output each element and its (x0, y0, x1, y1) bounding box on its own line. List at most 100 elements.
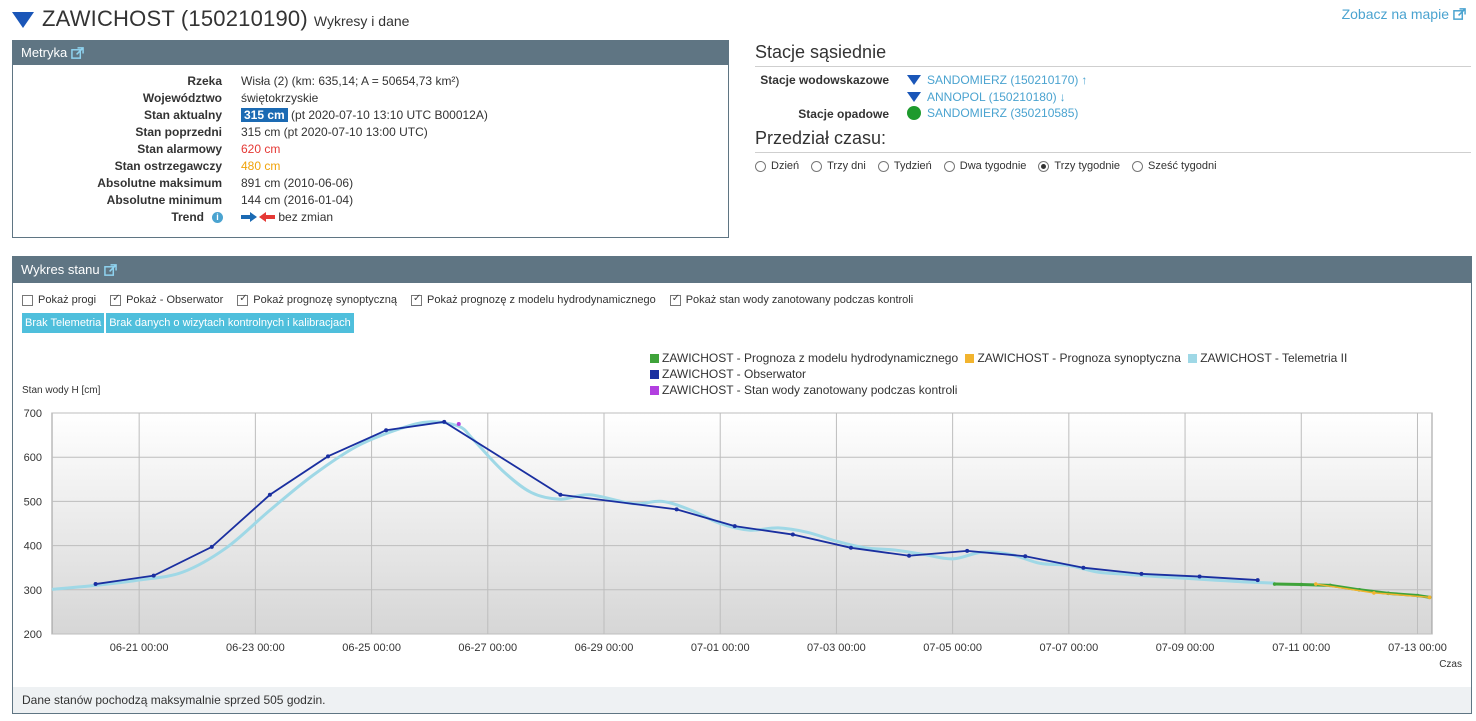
legend-label: ZAWICHOST - Prognoza z modelu hydrodynam… (662, 351, 959, 365)
data-age-footer: Dane stanów pochodzą maksymalnie sprzed … (13, 687, 1471, 713)
radio-label: Sześć tygodni (1148, 160, 1217, 172)
checkbox-show-thresholds[interactable]: Pokaż progi (22, 294, 96, 306)
external-link-icon[interactable] (71, 46, 85, 60)
legend-swatch (650, 369, 659, 379)
checkbox-checked[interactable] (110, 293, 122, 306)
metryka-row-abs-min: Absolutne minimum 144 cm (2016-01-04) (13, 193, 728, 210)
row-label: Stan alarmowy (137, 142, 222, 156)
legend-label: ZAWICHOST - Telemetria II (1200, 351, 1348, 365)
arrow-up-icon: ↑ (1081, 73, 1088, 87)
radio-label: Dwa tygodnie (959, 160, 1027, 172)
row-value: Wisła (2) (km: 635,14; A = 50654,73 km²) (241, 74, 460, 88)
row-value: 620 cm (241, 142, 281, 156)
row-label: Rzeka (187, 74, 222, 88)
legend-label: ZAWICHOST - Stan wody zanotowany podczas… (662, 383, 958, 397)
checkbox-label: Pokaż prognozę synoptyczną (253, 294, 397, 306)
radio-szesc-tygodni[interactable]: Sześć tygodni (1132, 160, 1217, 172)
chart-legend: ZAWICHOST - Prognoza z modelu hydrodynam… (650, 350, 1470, 398)
water-station-link-annopol[interactable]: ANNOPOL (150210180) ↓ (907, 90, 1066, 104)
chart-options: Pokaż progi Pokaż - Obserwator Pokaż pro… (22, 293, 913, 306)
radio-circle[interactable] (943, 160, 955, 172)
metryka-header: Metryka (13, 41, 728, 65)
time-range-title: Przedział czasu: (755, 128, 887, 148)
external-link-icon[interactable] (103, 263, 117, 277)
metryka-panel: Metryka Rzeka Wisła (2) (km: 635,14; A =… (12, 40, 729, 238)
chart-panel-title: Wykres stanu (21, 262, 100, 277)
radio-circle[interactable] (811, 160, 823, 172)
row-label: Trend i (171, 210, 223, 224)
radio-trzy-tygodnie[interactable]: Trzy tygodnie (1038, 160, 1120, 172)
legend-item-hydro-model[interactable]: ZAWICHOST - Prognoza z modelu hydrodynam… (650, 350, 958, 366)
water-stations-label: Stacje wodowskazowe (760, 73, 889, 87)
map-link[interactable]: Zobacz na mapie (1342, 6, 1466, 22)
row-label: Województwo (142, 91, 222, 105)
legend-swatch (650, 385, 659, 395)
trend-value: bez zmian (278, 210, 334, 224)
row-value: 315 cm (pt 2020-07-10 13:00 UTC) (241, 125, 428, 139)
checkbox-label: Pokaż progi (38, 294, 97, 306)
station-name: ANNOPOL (150210180) (927, 90, 1057, 104)
checkbox-checked[interactable] (411, 293, 422, 306)
checkbox-show-synoptic[interactable]: Pokaż prognozę synoptyczną (237, 293, 397, 306)
trend-label: Trend (171, 210, 204, 224)
radio-tydzien[interactable]: Tydzień (877, 160, 932, 172)
radio-dzien[interactable]: Dzień (755, 160, 799, 172)
trend-arrows-icon (241, 212, 275, 222)
legend-label: ZAWICHOST - Prognoza synoptyczna (977, 351, 1181, 365)
legend-item-synoptic[interactable]: ZAWICHOST - Prognoza synoptyczna (965, 350, 1181, 366)
station-name: SANDOMIERZ (350210585) (927, 106, 1079, 120)
rain-stations-label: Stacje opadowe (798, 107, 889, 121)
divider (755, 152, 1471, 153)
checkbox-show-control[interactable]: Pokaż stan wody zanotowany podczas kontr… (669, 293, 913, 306)
station-name: SANDOMIERZ (150210170) (927, 73, 1079, 87)
legend-item-telemetry[interactable]: ZAWICHOST - Telemetria II (1188, 350, 1347, 366)
info-icon[interactable]: i (212, 212, 223, 223)
map-link-label: Zobacz na mapie (1341, 6, 1449, 22)
arrow-down-icon: ↓ (1059, 90, 1066, 104)
water-station-link-sandomierz[interactable]: SANDOMIERZ (150210170) ↑ (907, 73, 1087, 87)
checkbox-show-observer[interactable]: Pokaż - Obserwator (110, 293, 224, 306)
checkbox[interactable] (22, 294, 33, 306)
row-value: 315 cm (pt 2020-07-10 13:10 UTC B00012A) (241, 108, 488, 122)
station-marker-icon (12, 12, 34, 28)
row-label: Stan aktualny (143, 108, 222, 122)
checkbox-checked[interactable] (669, 293, 681, 306)
page-header: ZAWICHOST (150210190) Wykresy i dane (12, 6, 409, 36)
radio-label: Trzy tygodnie (1054, 160, 1121, 172)
metryka-row-stan-alarmowy: Stan alarmowy 620 cm (13, 142, 728, 159)
status-badge-control-visits: Brak danych o wizytach kontrolnych i kal… (106, 313, 354, 333)
legend-item-control[interactable]: ZAWICHOST - Stan wody zanotowany podczas… (650, 382, 957, 398)
radio-circle[interactable] (1132, 160, 1144, 172)
station-marker-icon (907, 75, 921, 85)
row-value: 480 cm (241, 159, 281, 173)
metryka-row-abs-max: Absolutne maksimum 891 cm (2010-06-06) (13, 176, 728, 193)
metryka-row-stan-aktualny: Stan aktualny 315 cm (pt 2020-07-10 13:1… (13, 108, 728, 125)
legend-label: ZAWICHOST - Obserwator (662, 367, 807, 381)
row-label: Absolutne minimum (106, 193, 222, 207)
row-label: Stan ostrzegawczy (114, 159, 222, 173)
page-subtitle: Wykresy i dane (313, 13, 410, 29)
radio-circle[interactable] (755, 160, 766, 172)
radio-circle-selected[interactable] (1038, 160, 1050, 172)
checkbox-show-hydro-model[interactable]: Pokaż prognozę z modelu hydrodynamiczneg… (411, 293, 656, 306)
metryka-row-stan-poprzedni: Stan poprzedni 315 cm (pt 2020-07-10 13:… (13, 125, 728, 142)
rain-station-link[interactable]: SANDOMIERZ (350210585) (907, 106, 1078, 120)
legend-swatch (650, 353, 659, 363)
checkbox-checked[interactable] (237, 293, 249, 306)
radio-label: Trzy dni (827, 160, 866, 172)
metryka-row-wojewodztwo: Województwo świętokrzyskie (13, 91, 728, 108)
row-label: Stan poprzedni (135, 125, 222, 139)
metryka-title: Metryka (21, 45, 68, 60)
checkbox-label: Pokaż - Obserwator (126, 294, 224, 306)
row-value: świętokrzyskie (241, 91, 319, 105)
radio-label: Dzień (771, 160, 800, 172)
rain-station-marker-icon (907, 106, 921, 120)
legend-item-observer[interactable]: ZAWICHOST - Obserwator (650, 366, 806, 382)
radio-trzy-dni[interactable]: Trzy dni (811, 160, 866, 172)
radio-circle[interactable] (877, 160, 889, 172)
radio-label: Tydzień (893, 160, 932, 172)
time-range-options: Dzień Trzy dni Tydzień Dwa tygodnie Trzy… (755, 160, 1217, 172)
metryka-row-trend: Trend i bez zmian (13, 210, 728, 227)
metryka-row-stan-ostrzegawczy: Stan ostrzegawczy 480 cm (13, 159, 728, 176)
radio-dwa-tygodnie[interactable]: Dwa tygodnie (943, 160, 1027, 172)
